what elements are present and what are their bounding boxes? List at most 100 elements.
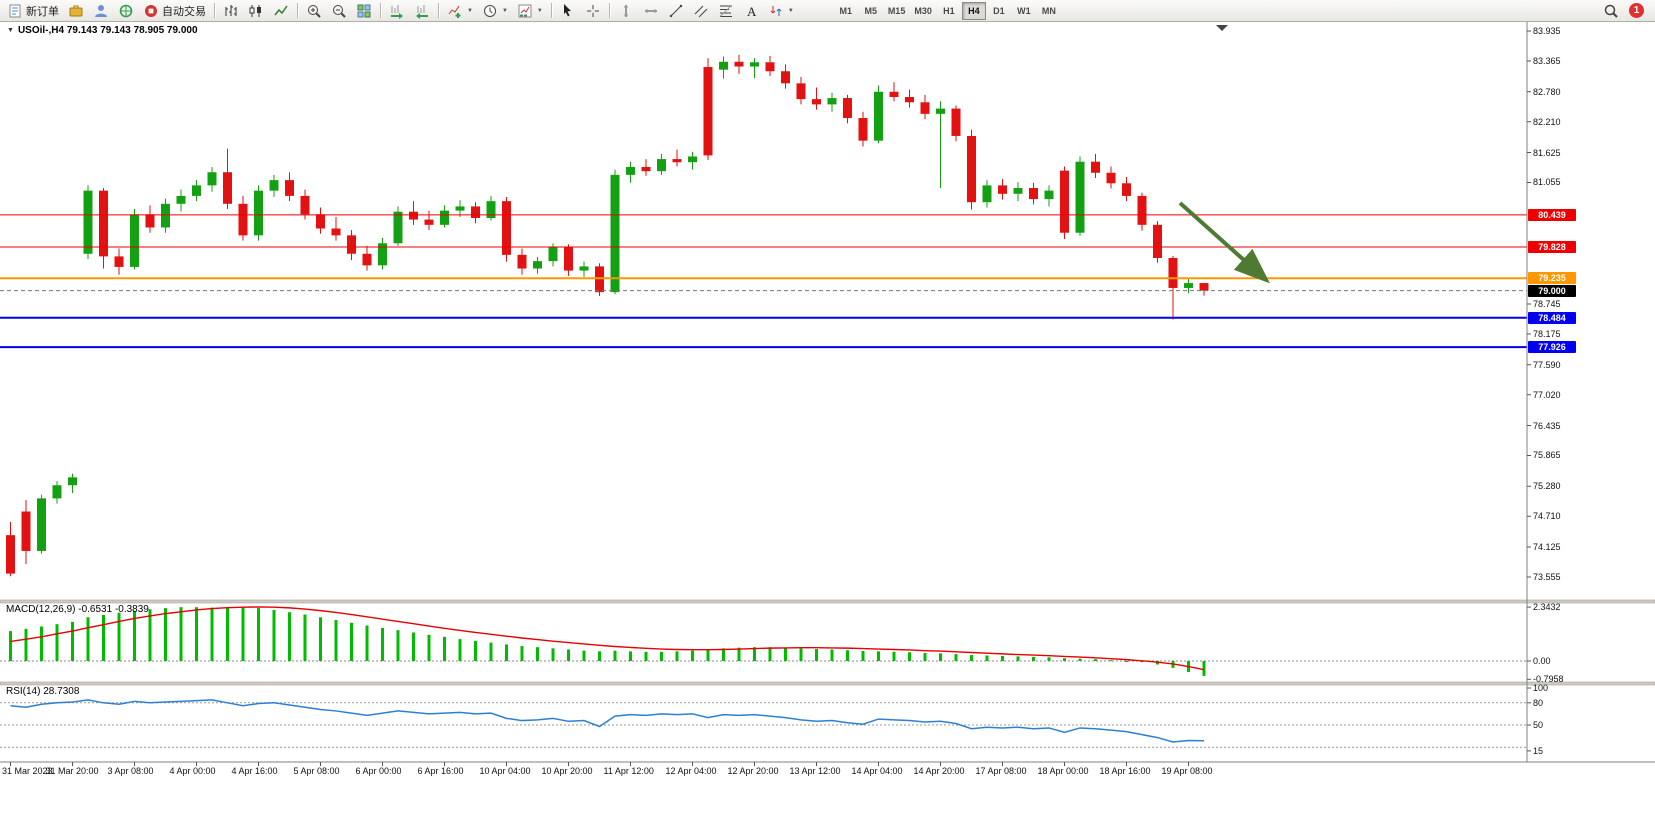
clock-icon <box>483 4 496 17</box>
crosshair-button[interactable] <box>581 1 605 21</box>
template-icon <box>518 4 532 17</box>
dropdown-caret-icon: ▼ <box>467 7 473 14</box>
timeframe-button-h4[interactable]: H4 <box>961 1 986 20</box>
toolbar-separator <box>550 3 552 18</box>
arrows-tool-button[interactable]: ▼ <box>764 1 798 21</box>
price-tick-label: 82.210 <box>1533 116 1561 127</box>
new-order-button-label: 新订单 <box>26 5 59 18</box>
new-order-button[interactable]: 新订单 <box>3 1 63 21</box>
horizontal-line-button[interactable] <box>639 1 663 21</box>
svg-text:A: A <box>747 4 757 19</box>
pane-separator[interactable] <box>0 599 1655 604</box>
timeframe-button-d1[interactable]: D1 <box>993 5 1005 16</box>
bar-chart-button[interactable] <box>219 1 243 21</box>
autotrading-button-label: 自动交易 <box>162 5 206 18</box>
textA-icon: A <box>747 4 757 19</box>
macd-label: MACD(12,26,9) -0.6531 -0.3839 <box>6 604 149 615</box>
zoom-in-button[interactable] <box>302 1 326 21</box>
price-tick-label: 83.935 <box>1533 26 1561 36</box>
timeframe-button-mn[interactable]: MN <box>1041 5 1056 16</box>
rsi-axis-label: 100 <box>1533 683 1549 693</box>
candle-chart-button[interactable] <box>244 1 268 21</box>
linechart-icon <box>274 5 288 15</box>
periods-button[interactable]: ▼ <box>478 1 512 21</box>
globe-icon <box>119 4 133 17</box>
rsi-label: RSI(14) 28.7308 <box>6 686 80 697</box>
macd-signal-line <box>10 606 1205 671</box>
profile-icon <box>95 4 107 17</box>
price-tick-label: 73.555 <box>1533 572 1561 582</box>
refresh-button[interactable] <box>114 1 138 21</box>
notification-badge[interactable]: 1 <box>1629 3 1644 18</box>
chart-menu-icon[interactable]: ▼ <box>7 27 14 34</box>
macd-axis-label: 0.00 <box>1533 656 1551 666</box>
price-tick-label: 78.175 <box>1533 328 1561 339</box>
text-tool-button[interactable]: A <box>739 1 763 21</box>
toolbar-separator <box>608 3 610 18</box>
price-badge-79.000: 79.000 <box>1528 284 1576 297</box>
time-axis-label: 6 Apr 16:00 <box>417 766 464 776</box>
trendline-icon <box>669 4 683 17</box>
ch`art-window: ▼ USOil-,H4 79.143 79.143 78.905 79.000 … <box>0 22 1655 826</box>
price-tick-label: 74.710 <box>1533 511 1561 522</box>
price-tick-label: 78.745 <box>1533 299 1561 309</box>
zoom-in-icon <box>308 4 321 18</box>
line-chart-button[interactable] <box>269 1 293 21</box>
vline-icon <box>623 4 628 17</box>
time-axis-label: 12 Apr 04:00 <box>665 766 717 776</box>
gold-icon <box>69 5 83 16</box>
search-button[interactable] <box>1599 1 1623 21</box>
zoom-out-button[interactable] <box>327 1 351 21</box>
time-axis-label: 31 Mar 2023 <box>2 766 53 776</box>
time-axis-label: 11 Apr 12:00 <box>603 766 654 776</box>
vertical-line-button[interactable] <box>614 1 638 21</box>
channel-button[interactable] <box>689 1 713 21</box>
pane-separator[interactable] <box>0 681 1655 686</box>
metaeditor-button[interactable] <box>64 1 88 21</box>
timeframe-button-w1[interactable]: W1 <box>1017 5 1031 16</box>
time-axis-label: 10 Apr 04:00 <box>479 766 531 776</box>
price-tick-label: 81.625 <box>1533 147 1561 158</box>
tile-icon <box>357 4 371 17</box>
cursor-button[interactable] <box>556 1 580 21</box>
time-axis-label: 4 Apr 16:00 <box>231 766 278 776</box>
time-axis-label: 12 Apr 20:00 <box>727 766 779 776</box>
time-axis-label: 14 Apr 20:00 <box>913 766 965 776</box>
zoom-out-icon <box>333 4 346 18</box>
price-badge-77.926: 77.926 <box>1528 341 1576 354</box>
trend-arrow-annotation[interactable] <box>1178 201 1270 284</box>
time-axis-label: 18 Apr 00:00 <box>1037 766 1089 776</box>
time-axis-label: 18 Apr 16:00 <box>1099 766 1151 776</box>
magnifier-icon <box>1603 3 1619 19</box>
price-tick-label: 81.055 <box>1533 177 1561 188</box>
indicators-button[interactable]: ▼ <box>443 1 477 21</box>
timeframe-button-m15[interactable]: M15 <box>887 5 906 16</box>
candles-icon <box>249 4 261 17</box>
timeframe-button-h1[interactable]: H1 <box>943 5 955 16</box>
time-axis-label: 14 Apr 04:00 <box>851 766 903 776</box>
rsi-line <box>10 699 1205 743</box>
market-watch-button[interactable] <box>89 1 113 21</box>
autotrading-button[interactable]: 自动交易 <box>139 1 210 21</box>
chart-shift-marker[interactable] <box>1216 25 1228 31</box>
time-axis-label: 17 Apr 08:00 <box>975 766 1027 776</box>
trendline-button[interactable] <box>664 1 688 21</box>
chart-canvas[interactable] <box>0 22 1655 826</box>
fibonacci-button[interactable] <box>714 1 738 21</box>
timeframe-button-m1[interactable]: M1 <box>839 5 853 16</box>
auto-scroll-button[interactable] <box>385 1 409 21</box>
templates-button[interactable]: ▼ <box>513 1 547 21</box>
timeframe-button-m30[interactable]: M30 <box>914 5 932 16</box>
dropdown-caret-icon: ▼ <box>501 7 508 14</box>
tile-windows-button[interactable] <box>352 1 376 21</box>
macd-pane <box>0 606 1527 676</box>
chart-shift-button[interactable] <box>410 1 434 21</box>
crosshair-icon <box>586 4 599 17</box>
time-axis-label: 5 Apr 08:00 <box>293 766 340 776</box>
toolbar-separator <box>214 3 215 18</box>
toolbar-separator <box>297 3 298 18</box>
time-axis-label: 6 Apr 00:00 <box>355 766 402 776</box>
price-tick-label: 75.865 <box>1533 450 1561 461</box>
timeframe-button-m5[interactable]: M5 <box>864 5 878 16</box>
